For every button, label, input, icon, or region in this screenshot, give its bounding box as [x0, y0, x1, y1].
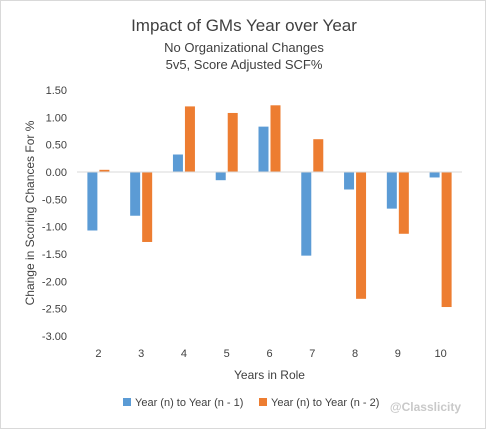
- bar-series-1-cat-9: [386, 172, 397, 209]
- bar-series-2-cat-3: [142, 172, 153, 242]
- bar-series-2-cat-10: [441, 172, 452, 308]
- bar-series-1-cat-6: [258, 126, 269, 172]
- bar-series-1-cat-7: [301, 172, 312, 256]
- x-tick-label: 10: [434, 348, 446, 360]
- legend-label-2: Year (n) to Year (n - 2): [271, 397, 379, 409]
- y-axis-ticks: 1.50 1.00 0.50 0.00 -0.50 -1.00 -1.50 -2.00 -2.5…: [42, 85, 67, 343]
- x-axis-label: Years in Role: [234, 368, 305, 382]
- y-tick-label: -0.50: [42, 194, 67, 206]
- chart-title: Impact of GMs Year over Year: [131, 16, 357, 35]
- chart-subtitle-1: No Organizational Changes: [164, 40, 324, 55]
- y-tick-label: 1.00: [46, 112, 67, 124]
- x-tick-label: 2: [95, 348, 101, 360]
- bar-series-1-cat-10: [429, 172, 440, 178]
- bar-series-2-cat-7: [313, 139, 324, 172]
- bar-series-2-cat-9: [398, 172, 409, 234]
- chart-subtitle-2: 5v5, Score Adjusted SCF%: [165, 57, 323, 72]
- bar-series-1-cat-8: [344, 172, 355, 190]
- chart-title-block: Impact of GMs Year over Year No Organiza…: [1, 15, 486, 73]
- x-tick-label: 5: [224, 348, 230, 360]
- legend: Year (n) to Year (n - 1) Year (n) to Year…: [123, 397, 379, 409]
- bar-series-1-cat-2: [87, 172, 98, 231]
- x-tick-label: 3: [138, 348, 144, 360]
- bars: [87, 105, 452, 308]
- bar-series-1-cat-5: [215, 172, 226, 181]
- watermark: @Classlicity: [389, 400, 461, 414]
- x-tick-label: 9: [395, 348, 401, 360]
- x-axis-ticks: 2 3 4 5 6 7 8 9 10: [95, 348, 446, 360]
- legend-label-1: Year (n) to Year (n - 1): [135, 397, 243, 409]
- x-tick-label: 4: [181, 348, 187, 360]
- legend-swatch-1: [123, 398, 131, 406]
- x-tick-label: 8: [352, 348, 358, 360]
- y-tick-label: -1.00: [42, 222, 67, 234]
- y-axis-label: Change in Scoring Chances For %: [23, 120, 37, 305]
- x-tick-label: 7: [309, 348, 315, 360]
- y-tick-label: -2.50: [42, 304, 67, 316]
- y-tick-label: 0.50: [46, 140, 67, 152]
- y-tick-label: 0.00: [46, 167, 67, 179]
- legend-swatch-2: [259, 398, 267, 406]
- bar-series-1-cat-4: [172, 154, 183, 172]
- y-tick-label: -3.00: [42, 331, 67, 343]
- y-tick-label: -1.50: [42, 249, 67, 261]
- x-tick-label: 6: [266, 348, 272, 360]
- bar-series-2-cat-4: [184, 106, 195, 172]
- y-tick-label: 1.50: [46, 85, 67, 97]
- y-tick-label: -2.00: [42, 276, 67, 288]
- bar-series-1-cat-3: [130, 172, 141, 216]
- bar-series-2-cat-8: [356, 172, 367, 299]
- bar-series-2-cat-5: [227, 112, 238, 172]
- bar-series-2-cat-2: [99, 169, 110, 172]
- bar-series-2-cat-6: [270, 105, 281, 172]
